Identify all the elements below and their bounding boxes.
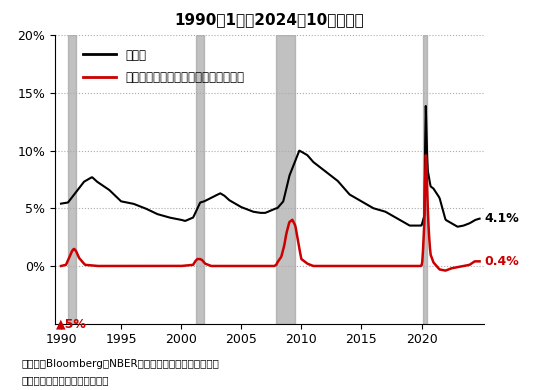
Bar (422, 35, 426, 324)
Legend: 失業率, 景気後退判断指標（サーム・ルール）: 失業率, 景気後退判断指標（サーム・ルール） (78, 44, 249, 89)
Bar (68, 35, 76, 324)
Text: 4.1%: 4.1% (485, 212, 520, 225)
Title: 1990年1月～2024年10月、月次: 1990年1月～2024年10月、月次 (175, 12, 364, 27)
Text: （注）網掛け部分は景気後退期: （注）網掛け部分は景気後退期 (22, 375, 109, 385)
Text: 0.4%: 0.4% (485, 255, 520, 268)
Bar (276, 35, 295, 324)
Bar (196, 35, 204, 324)
Text: （出所）Bloomberg、NBER（全米経済研究所）　（年）: （出所）Bloomberg、NBER（全米経済研究所） （年） (22, 358, 220, 369)
Text: ▲5%: ▲5% (56, 317, 87, 330)
